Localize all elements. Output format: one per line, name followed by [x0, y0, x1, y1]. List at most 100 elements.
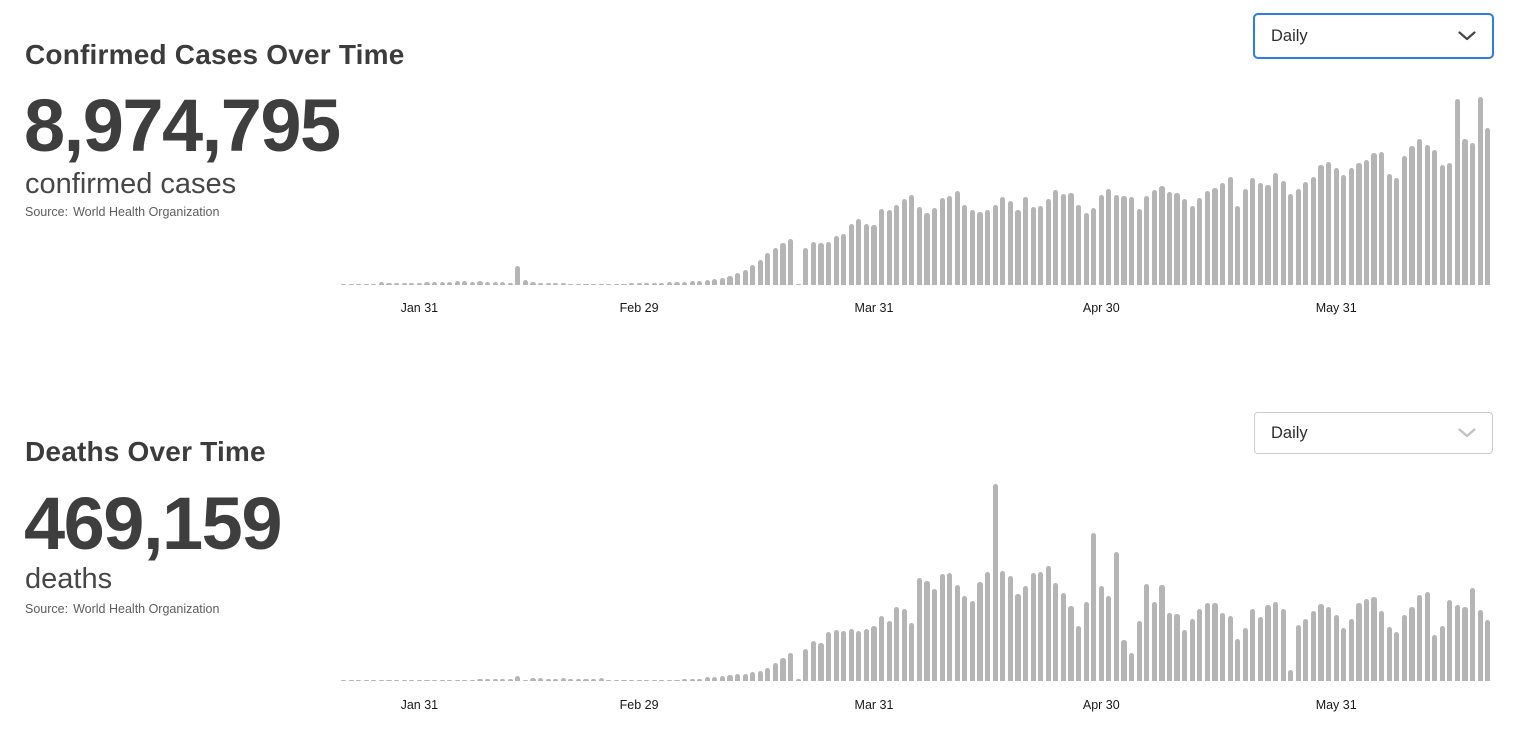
bar [818, 643, 824, 681]
deaths-interval-dropdown[interactable]: Daily [1254, 412, 1493, 454]
bar [932, 589, 938, 681]
bar [1091, 207, 1097, 285]
bar [431, 679, 438, 681]
bar [484, 282, 491, 285]
bar [1272, 602, 1279, 681]
bar [1469, 588, 1476, 681]
bar [568, 678, 574, 681]
bar [1219, 613, 1226, 681]
bar [1045, 199, 1051, 285]
bar [1303, 181, 1309, 285]
bar [681, 281, 688, 285]
bar [1144, 584, 1150, 681]
bar [454, 679, 460, 681]
bar [901, 199, 907, 285]
bar [1318, 604, 1324, 681]
bar [681, 679, 688, 681]
bar [1053, 583, 1059, 681]
bar [848, 223, 854, 285]
bar [644, 679, 650, 681]
bar [1310, 177, 1317, 285]
bar [1310, 611, 1317, 681]
cases-x-axis: Jan 31 Feb 29 Mar 31 Apr 30 May 31 [341, 301, 1493, 317]
bar [1386, 627, 1392, 681]
bar [894, 205, 900, 285]
bar [568, 283, 574, 285]
bar [1075, 204, 1082, 285]
bar [856, 631, 862, 681]
confirmed-cases-total: 8,974,795 [24, 84, 341, 167]
bar [1000, 571, 1006, 681]
bar [666, 679, 672, 681]
bar [1007, 576, 1013, 681]
bar [484, 679, 491, 681]
bar [954, 585, 960, 681]
bar [985, 572, 991, 681]
bar [1174, 193, 1180, 285]
bar [1356, 162, 1362, 285]
bar [1416, 138, 1423, 285]
bar [1288, 194, 1294, 285]
bar [341, 679, 347, 681]
bar [1485, 620, 1491, 681]
bar [553, 679, 559, 681]
bar [1341, 628, 1347, 681]
bar [1204, 603, 1210, 681]
chevron-down-icon [1458, 428, 1476, 438]
bar [788, 239, 794, 285]
bar [1303, 619, 1309, 681]
bar [924, 213, 930, 285]
bar [394, 283, 400, 285]
bar [871, 224, 877, 285]
bar [1212, 187, 1218, 285]
bar [1015, 594, 1021, 681]
bar [674, 282, 680, 285]
x-axis-tick: Feb 29 [619, 301, 659, 315]
bar [916, 578, 923, 681]
bar [856, 219, 862, 285]
bar [1462, 607, 1468, 681]
bar [1091, 533, 1097, 681]
deaths-total-label: deaths [25, 563, 113, 595]
bar [1197, 609, 1203, 681]
bar [916, 206, 923, 285]
bar [878, 616, 885, 681]
bar [583, 283, 589, 285]
confirmed-cases-bar-chart[interactable] [341, 97, 1493, 285]
bar [727, 675, 733, 681]
bar [1129, 197, 1135, 285]
bar [1121, 196, 1127, 285]
bar [651, 283, 657, 285]
bar [598, 283, 604, 285]
bar [1242, 188, 1248, 285]
deaths-x-axis: Jan 31 Feb 29 Mar 31 Apr 30 May 31 [341, 698, 1493, 714]
bar [363, 679, 369, 681]
bar [954, 191, 960, 285]
bar [621, 679, 627, 681]
bar [575, 283, 582, 285]
deaths-source-name: World Health Organization [73, 602, 220, 616]
bar [1106, 188, 1112, 285]
bar [560, 283, 566, 285]
bar [454, 280, 460, 285]
x-axis-tick: Jan 31 [400, 301, 439, 315]
deaths-source-prefix: Source: [25, 602, 69, 616]
bar [871, 626, 877, 681]
bar [1447, 600, 1453, 681]
bar [1007, 201, 1013, 285]
bar [1038, 205, 1044, 285]
bar [477, 281, 483, 285]
bar [1477, 610, 1483, 681]
bar [386, 679, 392, 681]
deaths-bar-chart[interactable] [341, 481, 1493, 681]
bar [363, 283, 369, 285]
bar [1038, 572, 1044, 681]
bar [735, 273, 741, 285]
cases-interval-dropdown[interactable]: Daily [1253, 13, 1494, 59]
bar [1068, 606, 1074, 681]
bar [712, 676, 718, 681]
bar [666, 282, 672, 285]
bar [1257, 182, 1263, 285]
bar [613, 283, 619, 285]
bar [1348, 168, 1354, 285]
